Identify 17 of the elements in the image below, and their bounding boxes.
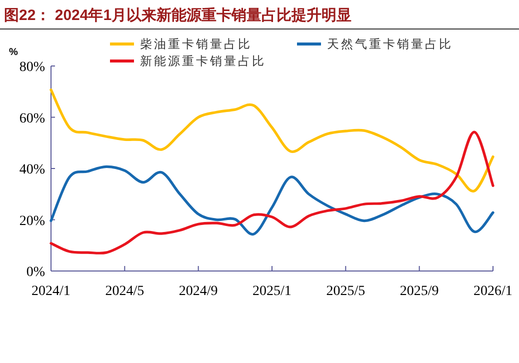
x-tick-label: 2025/5: [326, 284, 366, 299]
chart-title: 图22： 2024年1月以来新能源重卡销量占比提升明显: [4, 6, 352, 24]
x-tick-label: 2026/1: [474, 284, 512, 299]
y-tick-label: 80%: [19, 60, 46, 75]
x-tick-label: 2025/1: [252, 284, 292, 299]
legend-label: 天然气重卡销量占比: [327, 37, 453, 51]
y-tick-label: 0%: [26, 265, 46, 280]
legend-label: 柴油重卡销量占比: [140, 37, 252, 51]
legend-label: 新能源重卡销量占比: [140, 54, 266, 68]
x-tick-label: 2024/1: [32, 284, 70, 299]
y-tick-label: 60%: [19, 111, 46, 126]
x-tick-label: 2024/9: [178, 284, 218, 299]
y-tick-label: 40%: [19, 162, 46, 178]
y-axis-title: %: [9, 47, 18, 58]
x-tick-label: 2024/5: [105, 284, 144, 299]
x-tick-label: 2025/9: [400, 284, 439, 299]
y-tick-label: 20%: [19, 214, 46, 229]
